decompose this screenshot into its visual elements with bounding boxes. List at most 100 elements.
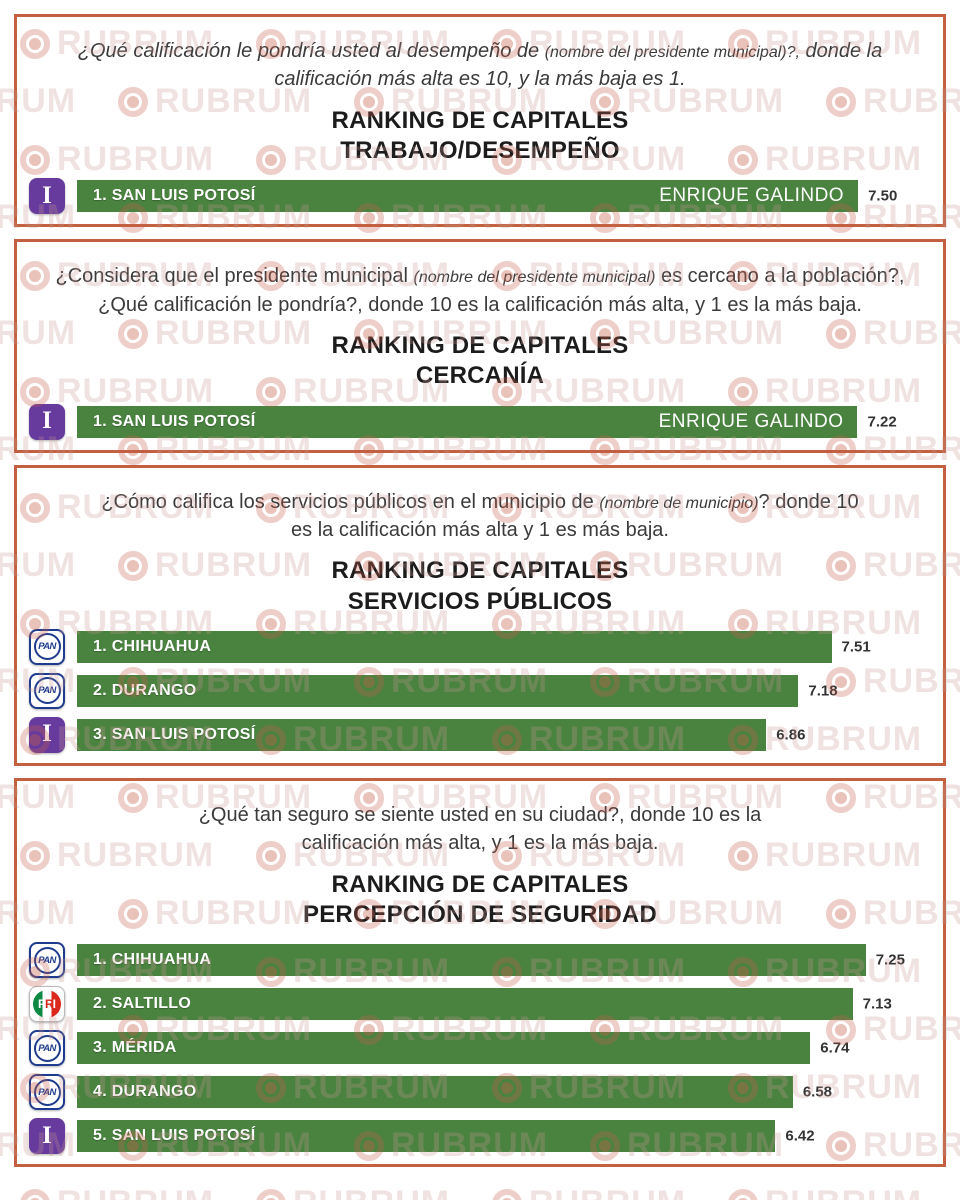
rubrum-ring-icon	[492, 1188, 522, 1200]
rubrum-ring-icon	[20, 1188, 50, 1200]
rubrum-watermark-text: RUBRUM	[293, 1184, 450, 1200]
city-rank-label: 1. SAN LUIS POTOSÍ	[93, 412, 256, 430]
independent-logo: I	[42, 181, 52, 209]
ranking-bar-row: PAN 1. CHIHUAHUA 7.51	[29, 628, 931, 665]
bar-track: 4. DURANGO 6.58	[77, 1074, 931, 1110]
independent-logo: I	[42, 1121, 52, 1149]
ranking-subtitle: CERCANÍA	[415, 362, 545, 390]
pan-logo: PAN	[33, 1034, 61, 1062]
bar-track: 1. CHIHUAHUA 7.25	[77, 942, 931, 978]
pan-party-icon: PAN	[29, 1074, 65, 1111]
score-value: 7.25	[875, 951, 905, 969]
ranking-bar-row: PAN 4. DURANGO 6.58	[29, 1074, 931, 1111]
question-segment: ? donde 10 es la calificación más alta y…	[291, 490, 859, 542]
bar-track: 2. SALTILLO 7.13	[77, 986, 931, 1022]
score-value: 6.86	[776, 726, 806, 744]
score-bar: 1. SAN LUIS POTOSÍ ENRIQUE GALINDO	[77, 405, 858, 438]
pan-party-icon: PAN	[29, 628, 65, 665]
score-value: 6.42	[785, 1127, 815, 1145]
ranking-panels: ¿Qué calificación le pondría usted al de…	[14, 14, 946, 1168]
pan-logo-text: PAN	[38, 954, 56, 966]
ranking-panel: ¿Cómo califica los servicios públicos en…	[14, 464, 946, 766]
rubrum-watermark: RUBRUM	[492, 1184, 686, 1200]
ranking-panel: ¿Considera que el presidente municipal (…	[14, 239, 946, 453]
city-rank-label: 3. MÉRIDA	[93, 1039, 177, 1057]
ranking-bar-row: PAN 1. CHIHUAHUA 7.25	[29, 942, 931, 979]
question-segment: ¿Considera que el presidente municipal	[55, 265, 414, 288]
ranking-title: RANKING DE CAPITALES	[331, 870, 629, 898]
score-bar: 2. DURANGO	[77, 674, 799, 707]
question-segment: donde la calificación más alta es 10, y …	[274, 40, 883, 91]
city-rank-label: 1. CHIHUAHUA	[93, 951, 212, 969]
survey-question: ¿Considera que el presidente municipal (…	[55, 262, 905, 319]
question-segment: (nombre de municipio)	[599, 494, 759, 512]
score-value: 7.22	[867, 413, 897, 431]
ranking-bar-row: I 1. SAN LUIS POTOSÍ ENRIQUE GALINDO 7.5…	[29, 178, 931, 215]
score-value: 7.50	[868, 187, 898, 205]
score-value: 7.13	[862, 995, 892, 1013]
bars-group: I 1. SAN LUIS POTOSÍ ENRIQUE GALINDO 7.5…	[29, 178, 931, 215]
city-rank-label: 5. SAN LUIS POTOSÍ	[93, 1127, 256, 1145]
pan-logo: PAN	[33, 1078, 61, 1106]
rubrum-ring-icon	[728, 1188, 758, 1200]
city-rank-label: 2. SALTILLO	[93, 995, 192, 1013]
bar-track: 3. MÉRIDA 6.74	[77, 1030, 931, 1066]
pan-logo-text: PAN	[38, 1086, 56, 1098]
pan-logo-text: PAN	[38, 685, 56, 697]
independent-party-icon: I	[29, 1118, 65, 1155]
score-bar: 1. CHIHUAHUA	[77, 944, 866, 977]
score-value: 6.58	[802, 1083, 833, 1101]
rubrum-watermark-text: RUBRUM	[529, 1184, 686, 1200]
pri-logo-letter: I	[52, 997, 57, 1012]
independent-party-icon: I	[29, 178, 65, 215]
rubrum-watermark: RUBRUM	[256, 1184, 450, 1200]
score-value: 6.74	[820, 1039, 850, 1057]
ranking-title: RANKING DE CAPITALES	[331, 106, 629, 134]
pan-party-icon: PAN	[29, 1030, 65, 1067]
score-bar: 3. SAN LUIS POTOSÍ	[77, 718, 767, 751]
ranking-title: RANKING DE CAPITALES	[331, 332, 629, 360]
ranking-bar-row: PAN 2. DURANGO 7.18	[29, 672, 931, 709]
question-segment: (nombre del presidente municipal)	[413, 269, 656, 287]
rubrum-watermark: RUBRUM	[20, 1184, 214, 1200]
score-bar: 4. DURANGO	[77, 1076, 793, 1109]
city-rank-label: 1. CHIHUAHUA	[93, 637, 212, 655]
bar-track: 3. SAN LUIS POTOSÍ 6.86	[77, 717, 931, 753]
independent-party-icon: I	[29, 403, 65, 440]
ranking-subtitle: TRABAJO/DESEMPEÑO	[340, 137, 620, 165]
question-segment: ¿Cómo califica los servicios públicos en…	[101, 490, 600, 513]
score-value: 7.18	[808, 682, 838, 700]
ranking-bar-row: PAN 3. MÉRIDA 6.74	[29, 1030, 931, 1067]
ranking-bar-row: I 5. SAN LUIS POTOSÍ 6.42	[29, 1118, 931, 1155]
survey-question: ¿Qué tan seguro se siente usted en su ci…	[155, 801, 805, 858]
question-segment: ¿Qué tan seguro se siente usted en su ci…	[198, 803, 762, 855]
pan-party-icon: PAN	[29, 942, 65, 979]
bar-track: 1. SAN LUIS POTOSÍ ENRIQUE GALINDO 7.50	[77, 178, 931, 214]
question-segment: (nombre del presidente municipal)?,	[544, 44, 800, 61]
mayor-name-label: ENRIQUE GALINDO	[659, 185, 845, 207]
bars-group: PAN 1. CHIHUAHUA 7.51 PAN 2. DURANGO 7.1…	[29, 628, 931, 753]
score-bar: 2. SALTILLO	[77, 988, 853, 1021]
pan-logo-text: PAN	[38, 641, 56, 653]
question-segment: es cercano a la población?, ¿Qué calific…	[98, 265, 905, 316]
mayor-name-label: ENRIQUE GALINDO	[658, 410, 844, 432]
ranking-title: RANKING DE CAPITALES	[331, 557, 629, 585]
pan-logo: PAN	[33, 946, 61, 974]
bar-track: 1. SAN LUIS POTOSÍ ENRIQUE GALINDO 7.22	[77, 404, 931, 440]
question-segment: ¿Qué calificación le pondría usted al de…	[77, 40, 545, 62]
score-value: 7.51	[841, 638, 871, 656]
score-bar: 5. SAN LUIS POTOSÍ	[77, 1120, 776, 1153]
survey-question: ¿Qué calificación le pondría usted al de…	[50, 37, 910, 94]
pri-logo-letter: P	[37, 997, 46, 1012]
city-rank-label: 3. SAN LUIS POTOSÍ	[93, 725, 256, 743]
pan-party-icon: PAN	[29, 672, 65, 709]
score-bar: 3. MÉRIDA	[77, 1032, 811, 1065]
pan-logo: PAN	[33, 677, 61, 705]
independent-logo: I	[42, 407, 52, 435]
ranking-bar-row: I 1. SAN LUIS POTOSÍ ENRIQUE GALINDO 7.2…	[29, 403, 931, 440]
ranking-bar-row: I 3. SAN LUIS POTOSÍ 6.86	[29, 716, 931, 753]
